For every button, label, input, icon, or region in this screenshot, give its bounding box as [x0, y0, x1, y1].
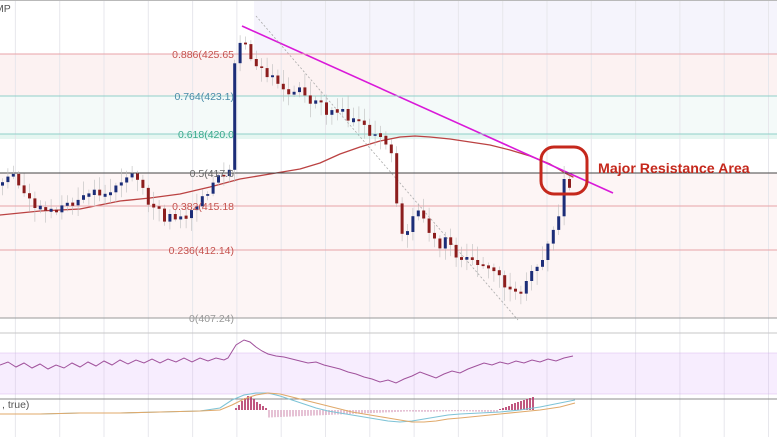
svg-text:0.5(417.6: 0.5(417.6 [190, 168, 235, 180]
svg-text:0.886(425.65: 0.886(425.65 [172, 49, 234, 61]
svg-text:0.236(412.14): 0.236(412.14) [169, 245, 234, 257]
svg-text:0.618(420.0: 0.618(420.0 [178, 129, 234, 141]
svg-text:0.382(415.18: 0.382(415.18 [172, 201, 234, 213]
svg-text:MP: MP [0, 3, 11, 15]
svg-text:, true): , true) [2, 399, 29, 411]
svg-text:0(407.24): 0(407.24) [189, 313, 234, 325]
svg-text:Major Resistance Area: Major Resistance Area [598, 161, 750, 177]
svg-text:0.764(423.1): 0.764(423.1) [174, 91, 234, 103]
